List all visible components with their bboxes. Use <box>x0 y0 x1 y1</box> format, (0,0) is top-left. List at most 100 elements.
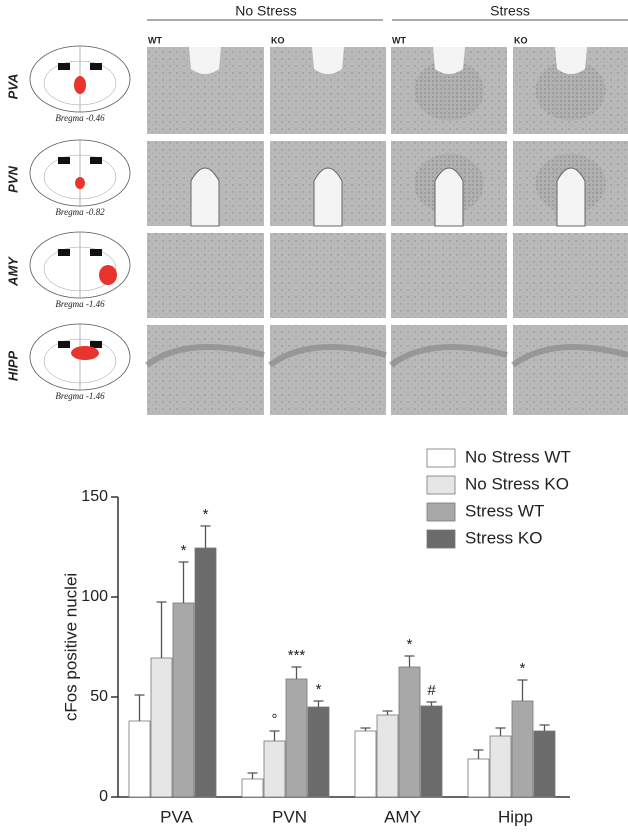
ventricle <box>189 47 221 74</box>
error-bar <box>404 655 415 667</box>
bar <box>354 730 377 798</box>
region-label: AMY <box>5 256 20 287</box>
micrograph <box>391 325 507 415</box>
legend-label: Stress KO <box>465 528 542 547</box>
x-tick-label: AMY <box>384 807 421 826</box>
bar <box>241 778 264 798</box>
error-bar <box>156 601 167 658</box>
y-tick-label: 0 <box>99 788 108 805</box>
region-label: HIPP <box>5 351 20 382</box>
chart: cFos positive nuclei050100150PVA**PVN°**… <box>61 447 570 826</box>
ventricle <box>433 47 465 74</box>
significance-label: * <box>520 660 526 677</box>
x-tick-label: PVA <box>160 807 193 826</box>
ventricle <box>312 47 344 74</box>
stained-cells <box>535 60 606 121</box>
bar <box>398 666 421 798</box>
significance-label: * <box>316 681 322 698</box>
ventricle <box>556 167 586 227</box>
bar <box>376 714 399 798</box>
bregma-label: Bregma -0.82 <box>55 207 105 217</box>
legend-swatch <box>426 448 456 468</box>
micrograph <box>513 233 628 318</box>
y-tick-label: 100 <box>81 588 108 605</box>
atlas-ventricle <box>90 341 102 348</box>
bar <box>533 730 556 798</box>
x-tick-label: PVN <box>272 807 307 826</box>
x-tick-label: Hipp <box>498 807 533 826</box>
bar <box>285 678 308 798</box>
bar <box>467 758 490 798</box>
atlas-ventricle <box>58 341 70 348</box>
bar <box>511 700 534 798</box>
ventricle <box>190 167 220 227</box>
bar <box>420 705 443 798</box>
bregma-label: Bregma -0.46 <box>55 113 105 123</box>
error-bar <box>517 679 528 701</box>
legend-label: No Stress KO <box>465 474 569 493</box>
hippocampus-layer <box>268 344 387 368</box>
atlas-ventricle <box>90 249 102 256</box>
atlas-inner <box>43 60 117 106</box>
error-bar <box>178 561 189 603</box>
genotype-label: KO <box>271 35 285 45</box>
error-bar <box>426 701 437 706</box>
hippocampus-layer <box>389 344 508 368</box>
legend-swatch <box>426 502 456 522</box>
atlas-region <box>71 346 99 360</box>
micrograph <box>513 325 628 415</box>
error-bar <box>473 749 484 759</box>
error-bar <box>291 666 302 679</box>
micrograph <box>270 233 386 318</box>
error-bar <box>269 730 280 741</box>
genotype-label: WT <box>148 35 162 45</box>
stained-cells <box>414 60 484 121</box>
bar <box>307 706 330 798</box>
atlas-inner <box>43 338 117 384</box>
bar <box>150 657 173 798</box>
significance-label: *** <box>288 647 306 664</box>
atlas-region <box>74 76 86 94</box>
significance-label: * <box>407 636 413 653</box>
atlas-ventricle <box>90 63 102 70</box>
atlas-ventricle <box>58 249 70 256</box>
atlas-region <box>99 265 117 285</box>
atlas-ventricle <box>58 63 70 70</box>
bar <box>489 735 512 798</box>
micrograph <box>147 325 264 415</box>
atlas-inner <box>43 246 117 292</box>
error-bar <box>495 727 506 736</box>
legend-label: Stress WT <box>465 501 544 520</box>
micrograph <box>270 325 386 415</box>
legend-swatch <box>426 529 456 549</box>
atlas-ventricle <box>58 157 70 164</box>
ventricle <box>434 167 464 227</box>
bar <box>263 740 286 798</box>
group-label: No Stress <box>235 3 296 19</box>
atlas-region <box>75 177 85 189</box>
atlas-ventricle <box>90 157 102 164</box>
error-bar <box>539 724 550 731</box>
hippocampus-layer <box>145 344 265 368</box>
bar <box>128 720 151 798</box>
region-label: PVA <box>5 74 20 100</box>
error-bar <box>134 694 145 721</box>
error-bar <box>360 727 371 731</box>
bar <box>172 602 195 798</box>
error-bar <box>200 525 211 548</box>
significance-label: * <box>203 506 209 523</box>
bregma-label: Bregma -1.46 <box>55 299 105 309</box>
legend-swatch <box>426 475 456 495</box>
region-label: PVN <box>5 166 20 193</box>
ventricle <box>313 167 343 227</box>
error-bar <box>313 700 324 707</box>
bregma-label: Bregma -1.46 <box>55 391 105 401</box>
genotype-label: WT <box>392 35 406 45</box>
ventricle <box>555 47 587 74</box>
atlas-inner <box>43 154 117 200</box>
micrograph <box>147 233 264 318</box>
y-tick-label: 50 <box>90 688 108 705</box>
y-tick-label: 150 <box>81 488 108 505</box>
significance-label: ° <box>272 711 278 728</box>
